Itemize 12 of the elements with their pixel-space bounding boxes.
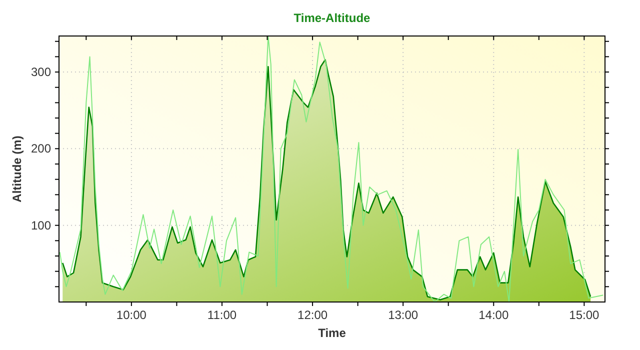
y-axis-title: Altitude (m): [10, 136, 24, 202]
y-tick-label: 200: [30, 142, 52, 156]
x-tick-label: 12:00: [298, 308, 328, 322]
x-tick-label: 13:00: [388, 308, 418, 322]
x-axis-title: Time: [318, 326, 346, 340]
chart-title: Time-Altitude: [294, 11, 371, 25]
x-tick-label: 11:00: [207, 308, 237, 322]
x-tick-label: 15:00: [569, 308, 600, 322]
x-tick-label: 14:00: [478, 308, 509, 322]
y-tick-label: 100: [30, 218, 52, 232]
y-tick-label: 300: [30, 65, 52, 80]
x-tick-label: 10:00: [116, 308, 147, 322]
